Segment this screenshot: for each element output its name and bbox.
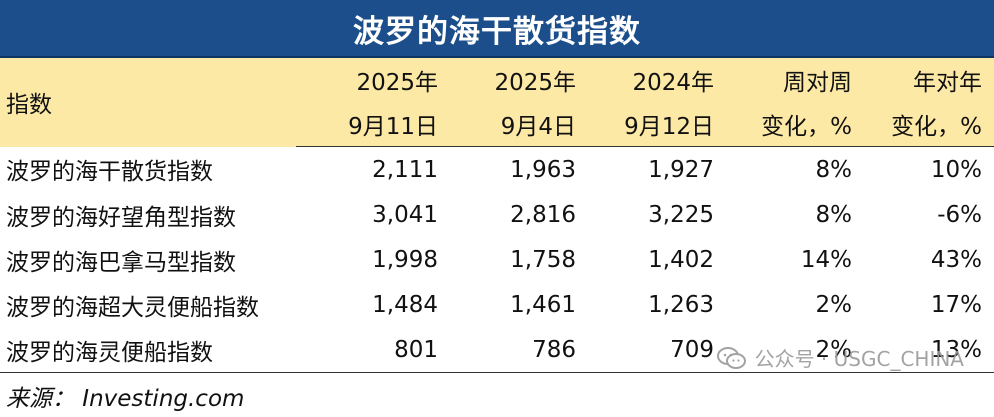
cell-yoy-change: 17%: [930, 291, 982, 318]
row-name: 波罗的海超大灵便船指数: [6, 294, 259, 321]
cell-wow-change: 2%: [726, 327, 864, 373]
cell-yoy-change: -6%: [937, 201, 982, 228]
header-col2-line2: 9月4日: [450, 102, 588, 147]
footer: 来源： Investing.com 公众号 · USGC_CHINA: [0, 346, 994, 417]
cell-2025-09-04: 786: [450, 327, 588, 373]
watermark: 公众号 · USGC_CHINA: [716, 343, 964, 372]
cell-2024-09-12: 1,263: [648, 291, 714, 318]
cell-2025-09-11: 1,998: [372, 246, 438, 273]
header-col1-line2: 9月11日: [296, 102, 450, 147]
header-col4-line2: 变化，%: [726, 102, 864, 147]
watermark-text: 公众号 · USGC_CHINA: [754, 347, 964, 371]
header-col5-line2: 变化，%: [864, 102, 994, 147]
cell-2025-09-11: 1,484: [372, 291, 438, 318]
header-col2-line1: 2025年: [450, 58, 588, 102]
cell-2025-09-04: 1,758: [510, 246, 576, 273]
cell-wow-change: 8%: [815, 156, 853, 183]
table-row: 波罗的海干散货指数 2,111 1,963 1,927 8% 10%: [0, 147, 994, 193]
row-name: 波罗的海灵便船指数: [0, 327, 296, 373]
cell-wow-change: 8%: [815, 201, 853, 228]
table-row: 波罗的海好望角型指数 3,041 2,816 3,225 8% -6%: [0, 192, 994, 237]
cell-2025-09-04: 1,963: [510, 156, 576, 183]
table-row: 波罗的海超大灵便船指数 1,484 1,461 1,263 2% 17%: [0, 282, 994, 327]
cell-2025-09-04: 2,816: [510, 201, 576, 228]
header-col5-line1: 年对年: [864, 58, 994, 102]
row-name: 波罗的海巴拿马型指数: [6, 249, 236, 276]
header-col3-line2: 9月12日: [588, 102, 726, 147]
cell-2025-09-11: 3,041: [372, 201, 438, 228]
row-name: 波罗的海干散货指数: [6, 159, 213, 186]
wechat-icon: [716, 346, 747, 370]
cell-2024-09-12: 1,402: [648, 246, 714, 273]
cell-2025-09-04: 1,461: [510, 291, 576, 318]
index-table: 指数 2025年 2025年 2024年 周对周 年对年 9月11日 9月4日 …: [0, 58, 994, 373]
source-note: 来源： Investing.com: [6, 386, 245, 412]
cell-2024-09-12: 1,927: [648, 156, 714, 183]
row-name: 波罗的海好望角型指数: [6, 204, 236, 231]
header-col1-line1: 2025年: [296, 58, 450, 102]
table-row: 波罗的海巴拿马型指数 1,998 1,758 1,402 14% 43%: [0, 237, 994, 282]
header-index: 指数: [0, 58, 296, 147]
cell-wow-change: 14%: [800, 246, 852, 273]
cell-2025-09-11: 2,111: [372, 156, 438, 183]
cell-yoy-change: 10%: [930, 156, 982, 183]
cell-2025-09-11: 801: [296, 327, 450, 373]
table-title: 波罗的海干散货指数: [0, 0, 994, 58]
table-row: 波罗的海灵便船指数 801 786 709 2% 13%: [0, 327, 994, 373]
header-col4-line1: 周对周: [726, 58, 864, 102]
cell-wow-change: 2%: [815, 291, 853, 318]
cell-2024-09-12: 3,225: [648, 201, 714, 228]
cell-yoy-change: 13%: [864, 327, 994, 373]
header-col3-line1: 2024年: [588, 58, 726, 102]
cell-yoy-change: 43%: [930, 246, 982, 273]
cell-2024-09-12: 709: [588, 327, 726, 373]
